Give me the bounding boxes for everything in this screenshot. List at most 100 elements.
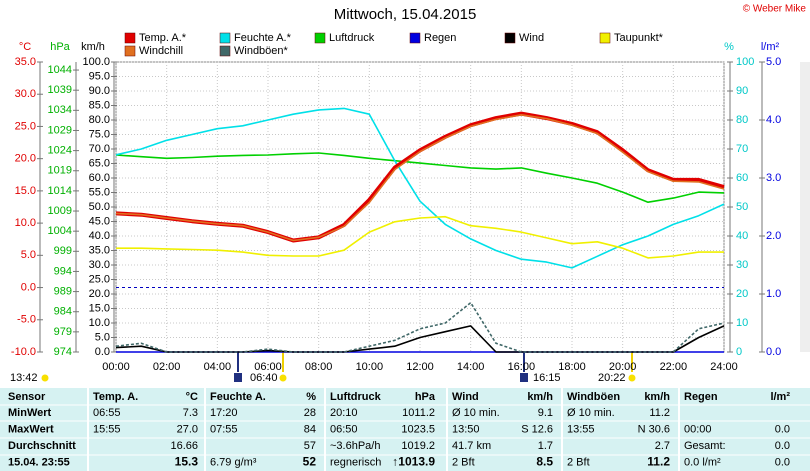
y-tick-label: 20 bbox=[736, 288, 748, 300]
y-tick-label: 20.0 bbox=[89, 288, 110, 300]
y-tick-label: 1019 bbox=[48, 165, 72, 177]
y-tick-label: 5.0 bbox=[21, 249, 36, 261]
sun-icon bbox=[628, 374, 636, 382]
legend-swatch bbox=[124, 32, 136, 44]
y-tick-label: 5.0 bbox=[95, 331, 110, 343]
y-tick-label: 90 bbox=[736, 85, 748, 97]
axis-title: hPa bbox=[50, 41, 70, 53]
x-tick-label: 04:00 bbox=[204, 361, 232, 373]
y-tick-label: 10 bbox=[736, 317, 748, 329]
table-cell: 57 bbox=[304, 440, 316, 452]
legend-label: Feuchte A.* bbox=[234, 32, 292, 44]
y-tick-label: 5.0 bbox=[766, 56, 781, 68]
axis-title: °C bbox=[19, 41, 31, 53]
y-tick-label: 35.0 bbox=[89, 244, 110, 256]
table-header: % bbox=[306, 391, 316, 403]
y-tick-label: 10.0 bbox=[89, 317, 110, 329]
table-cell: ↑1013.9 bbox=[392, 455, 435, 469]
table-cell: 0.0 l/m² bbox=[684, 456, 721, 468]
legend-swatch bbox=[599, 32, 611, 44]
table-cell: 0.0 bbox=[775, 423, 790, 435]
y-tick-label: 70.0 bbox=[89, 143, 110, 155]
y-tick-label: 0.0 bbox=[21, 281, 36, 293]
y-tick-label: 50 bbox=[736, 201, 748, 213]
legend-label: Temp. A.* bbox=[139, 32, 187, 44]
x-tick-label: 00:00 bbox=[102, 361, 130, 373]
table-header: Regen bbox=[684, 391, 718, 403]
legend-swatch bbox=[219, 32, 231, 44]
x-tick-label: 20:00 bbox=[609, 361, 637, 373]
y-tick-label: 1044 bbox=[48, 64, 72, 76]
y-tick-label: 30.0 bbox=[89, 259, 110, 271]
table-cell: 11.2 bbox=[647, 455, 670, 469]
table-header: Wind bbox=[452, 391, 479, 403]
table-cell: 2 Bft bbox=[567, 456, 590, 468]
table-cell: 7.3 bbox=[183, 407, 198, 419]
table-cell: 1.7 bbox=[538, 440, 553, 452]
series-line bbox=[115, 301, 725, 353]
table-cell: 9.1 bbox=[538, 407, 553, 419]
y-tick-label: 1039 bbox=[48, 84, 72, 96]
table-cell: regnerisch bbox=[330, 456, 381, 468]
y-tick-label: 50.0 bbox=[89, 201, 110, 213]
legend-swatch bbox=[504, 32, 516, 44]
table-cell: 27.0 bbox=[177, 423, 198, 435]
y-tick-label: 2.0 bbox=[766, 230, 781, 242]
sun-icon bbox=[279, 374, 287, 382]
y-tick-label: 10.0 bbox=[15, 217, 36, 229]
table-cell: 8.5 bbox=[536, 455, 553, 469]
table-cell: ~3.6hPa/h bbox=[330, 440, 380, 452]
axis-title: % bbox=[724, 41, 734, 53]
x-tick-label: 06:00 bbox=[254, 361, 282, 373]
table-cell: 15.04. 23:55 bbox=[8, 456, 70, 468]
y-tick-label: 95.0 bbox=[89, 70, 110, 82]
y-tick-label: 3.0 bbox=[766, 172, 781, 184]
y-tick-label: 70 bbox=[736, 143, 748, 155]
table-cell: 13:50 bbox=[452, 423, 480, 435]
table-cell: N 30.6 bbox=[638, 423, 670, 435]
table-header: Luftdruck bbox=[330, 391, 382, 403]
legend-swatch bbox=[219, 45, 231, 57]
x-tick-label: 22:00 bbox=[660, 361, 688, 373]
table-cell: 06:50 bbox=[330, 423, 358, 435]
y-tick-label: 85.0 bbox=[89, 99, 110, 111]
moon-icon bbox=[234, 373, 242, 382]
scroll-edge bbox=[800, 62, 810, 352]
y-tick-label: 20.0 bbox=[15, 153, 36, 165]
table-cell: 15.3 bbox=[175, 455, 199, 469]
y-tick-label: 55.0 bbox=[89, 186, 110, 198]
y-tick-label: 4.0 bbox=[766, 114, 781, 126]
y-tick-label: 1014 bbox=[48, 185, 72, 197]
legend-label: Luftdruck bbox=[329, 32, 375, 44]
table-header: Feuchte A. bbox=[210, 391, 266, 403]
y-tick-label: 979 bbox=[54, 326, 72, 338]
legend-swatch bbox=[124, 45, 136, 57]
table-cell: 06:55 bbox=[93, 407, 121, 419]
axis-title: l/m² bbox=[761, 41, 780, 53]
table-cell: S 12.6 bbox=[521, 423, 553, 435]
series-line bbox=[116, 215, 724, 259]
table-cell: Ø 10 min. bbox=[567, 407, 615, 419]
x-tick-label: 16:00 bbox=[508, 361, 536, 373]
y-tick-label: 90.0 bbox=[89, 85, 110, 97]
table-cell: 28 bbox=[304, 407, 316, 419]
y-tick-label: 0 bbox=[736, 346, 742, 358]
table-cell: 1011.2 bbox=[402, 407, 435, 419]
sun-moon-time: 20:22 bbox=[598, 372, 626, 384]
y-tick-label: 80.0 bbox=[89, 114, 110, 126]
table-cell: 2 Bft bbox=[452, 456, 475, 468]
table-header: km/h bbox=[527, 391, 553, 403]
copyright: © Weber Mike bbox=[743, 4, 807, 15]
y-tick-label: 40 bbox=[736, 230, 748, 242]
table-cell: MaxWert bbox=[8, 423, 54, 435]
y-tick-label: 1029 bbox=[48, 124, 72, 136]
moon-icon bbox=[520, 373, 528, 382]
table-background bbox=[0, 388, 810, 471]
x-tick-label: 24:00 bbox=[710, 361, 738, 373]
y-tick-label: 1009 bbox=[48, 205, 72, 217]
y-tick-label: 984 bbox=[54, 306, 72, 318]
chart-title: Mittwoch, 15.04.2015 bbox=[334, 6, 477, 23]
y-tick-label: 1034 bbox=[48, 104, 72, 116]
legend-swatch bbox=[314, 32, 326, 44]
table-cell: 00:00 bbox=[684, 423, 712, 435]
